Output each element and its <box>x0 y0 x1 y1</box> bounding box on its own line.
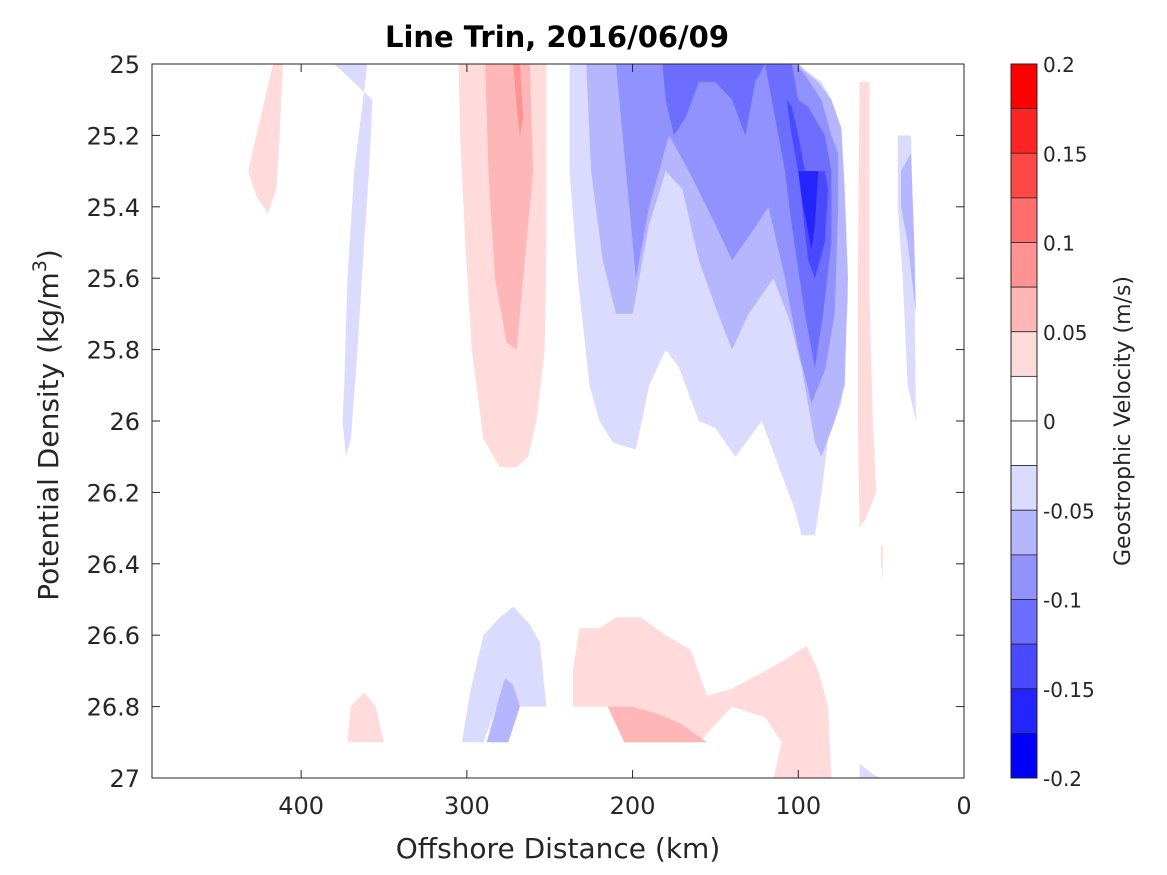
colorbar-level <box>1010 108 1038 154</box>
colorbar-level <box>1010 420 1038 467</box>
colorbar-tick-label: 0.2 <box>1043 53 1075 77</box>
contour-region-neg-3a <box>901 153 916 314</box>
y-axis-label-main: Potential Density (kg/m <box>32 272 65 601</box>
x-tick-label: 400 <box>278 792 324 820</box>
colorbar-level <box>1010 331 1038 377</box>
contour-regions <box>248 64 916 778</box>
x-tick-label: 200 <box>610 792 656 820</box>
x-tick-label: 100 <box>775 792 821 820</box>
contour-region-pos-2a <box>485 64 534 350</box>
colorbar-level <box>1010 643 1038 690</box>
colorbar-level <box>1010 242 1038 288</box>
x-axis-label: Offshore Distance (km) <box>396 832 721 865</box>
colorbar-label: Geostrophic Velocity (m/s) <box>1111 276 1136 566</box>
y-axis-label-end: ) <box>32 249 65 260</box>
colorbar-frame <box>1010 63 1038 779</box>
colorbar-level <box>1010 197 1038 243</box>
chart-title: Line Trin, 2016/06/09 <box>385 20 729 54</box>
colorbar-tick-label: 0.1 <box>1043 232 1075 256</box>
colorbar-tick-label: 0.05 <box>1043 321 1088 345</box>
colorbar-tick-label: 0 <box>1043 410 1056 434</box>
colorbar-tick-label: -0.15 <box>1043 678 1095 702</box>
y-tick-label: 26.2 <box>87 479 140 507</box>
colorbar-tick-label: -0.2 <box>1043 767 1082 791</box>
contour-region-pos-3 <box>857 81 877 529</box>
x-tick-label: 300 <box>444 792 490 820</box>
y-tick-label: 25.2 <box>87 122 140 150</box>
y-axis-label: Potential Density (kg/m3) <box>29 249 65 601</box>
colorbar-tick-label: 0.15 <box>1043 142 1088 166</box>
colorbar-tick-label: -0.05 <box>1043 499 1095 523</box>
colorbar-tick-label: -0.1 <box>1043 589 1082 613</box>
y-tick-label: 25 <box>109 51 140 79</box>
contour-region-pos-5 <box>347 692 384 743</box>
y-axis-ticks: 25 25.2 25.4 25.6 25.8 26 26.2 26.4 26.6 26.8 27 <box>87 51 964 793</box>
colorbar-level <box>1010 554 1038 600</box>
y-tick-label: 26.6 <box>87 622 140 650</box>
colorbar-level <box>1010 509 1038 556</box>
colorbar-ticks: 0.2 0.15 0.1 0.05 0 -0.05 -0.1 -0.15 -0.2 <box>1043 53 1095 791</box>
contour-region-pos-6a <box>607 706 708 743</box>
colorbar-level <box>1010 286 1038 333</box>
colorbar-level <box>1010 688 1038 734</box>
y-tick-label: 25.6 <box>87 265 140 293</box>
colorbar-level <box>1010 63 1038 110</box>
contour-region-neg-4 <box>461 606 547 743</box>
contour-region-neg-1 <box>334 64 373 457</box>
contour-region-pos-4 <box>881 546 883 582</box>
y-tick-label: 26.4 <box>87 551 140 579</box>
y-tick-label: 27 <box>109 765 140 793</box>
contour-region-neg-2e <box>798 171 819 250</box>
contour-region-pos-1 <box>248 64 283 214</box>
contour-region-pos-2b <box>513 64 524 136</box>
colorbar-level <box>1010 152 1038 199</box>
contour-region-neg-4a <box>486 678 520 743</box>
contour-region-neg-2c <box>662 64 832 368</box>
y-axis-label-superscript: 3 <box>29 260 51 272</box>
x-axis-ticks: 400 300 200 100 0 <box>278 64 972 820</box>
colorbar <box>1010 63 1038 779</box>
colorbar-level <box>1010 375 1038 422</box>
contour-region-pos-6 <box>572 617 832 778</box>
colorbar-level <box>1010 465 1038 511</box>
y-tick-label: 26.8 <box>87 694 140 722</box>
y-tick-label: 25.4 <box>87 194 140 222</box>
contour-region-neg-5 <box>859 763 882 778</box>
colorbar-level <box>1010 732 1038 779</box>
y-tick-label: 26 <box>109 408 140 436</box>
x-tick-label: 0 <box>956 792 971 820</box>
colorbar-level <box>1010 599 1038 645</box>
y-tick-label: 25.8 <box>87 337 140 365</box>
